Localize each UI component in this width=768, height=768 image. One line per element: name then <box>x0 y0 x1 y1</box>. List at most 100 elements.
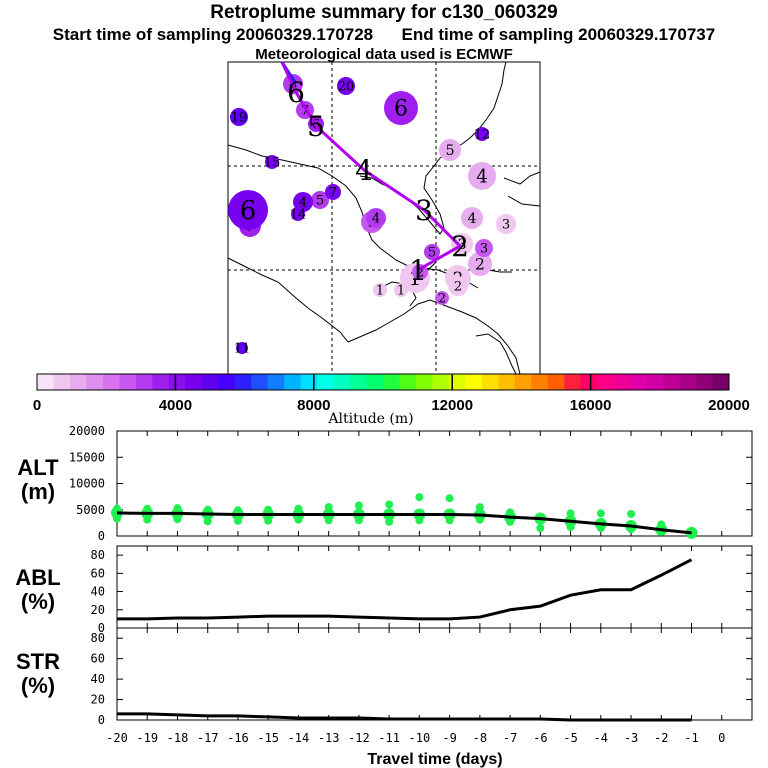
y-tick-label: 40 <box>91 672 105 686</box>
map-panel: 11122222334453654567876741451519201211 1… <box>227 61 541 375</box>
y-tick-label: 20 <box>91 693 105 707</box>
plume-marker-label: 7 <box>301 104 309 119</box>
colorbar-swatch <box>366 374 384 390</box>
colorbar-swatch <box>514 374 532 390</box>
plume-marker-dot <box>366 208 386 228</box>
x-tick-label: -16 <box>227 731 249 745</box>
colorbar-swatch <box>531 374 549 390</box>
colorbar: 0 4000 8000 12000 16000 20000 Altitude (m) <box>33 373 750 427</box>
colorbar-swatch <box>152 374 170 390</box>
plume-marker-dot <box>236 342 248 354</box>
plume-marker: 1 <box>394 283 408 299</box>
y-tick-label: 60 <box>91 566 105 580</box>
x-tick-label: -13 <box>318 731 340 745</box>
colorbar-tick-label: 0 <box>33 397 41 414</box>
colorbar-swatch <box>284 374 302 390</box>
plume-marker-dot <box>265 155 279 169</box>
colorbar-swatch <box>267 374 285 390</box>
altitude-upper-point <box>385 500 394 509</box>
colorbar-swatch <box>350 374 368 390</box>
plume-marker: 5 <box>311 191 329 209</box>
centroid-day-label: 5 <box>307 110 325 143</box>
colorbar-swatch <box>168 374 186 390</box>
plume-marker-label: 15 <box>264 156 281 171</box>
plume-marker-label: 11 <box>234 342 251 357</box>
altitude-upper-point <box>415 493 424 502</box>
colorbar-tick-label: 4000 <box>159 397 192 414</box>
colorbar-swatch <box>53 374 71 390</box>
colorbar-frame <box>36 373 730 391</box>
met-data-label: Meteorological data used is ECMWF <box>255 46 513 63</box>
plume-marker-label: 6 <box>394 96 408 122</box>
x-tick-label: -15 <box>257 731 279 745</box>
plume-marker-label: 2 <box>475 255 485 273</box>
plume-marker: 3 <box>496 214 516 234</box>
x-tick-label: -1 <box>684 731 698 745</box>
x-tick-label: -19 <box>136 731 158 745</box>
plume-marker-label: 7 <box>329 186 337 201</box>
plume-marker: 5 <box>424 244 440 261</box>
y-tick-label: 60 <box>91 652 105 666</box>
series-line <box>117 712 692 722</box>
altitude-upper-point <box>475 503 484 512</box>
colorbar-swatch <box>102 374 120 390</box>
y-tick-label: 0 <box>98 621 105 635</box>
plume-marker-label: 2 <box>454 280 462 295</box>
plume-marker-label: 5 <box>445 143 454 159</box>
centroid-day-label: 1 <box>409 254 427 287</box>
x-tick-label: -5 <box>563 731 577 745</box>
plume-marker-dot <box>424 244 440 260</box>
y-tick-label: 80 <box>91 548 105 562</box>
abl-axis-title: ABL (%) <box>15 565 61 614</box>
plume-marker: 20 <box>337 77 355 95</box>
colorbar-swatch <box>547 374 565 390</box>
plume-marker: 5 <box>439 139 461 161</box>
plume-marker-label: 3 <box>502 218 510 233</box>
colorbar-tick-label: 20000 <box>708 397 750 414</box>
plume-marker-label: 4 <box>299 196 307 211</box>
plume-marker-label: 1 <box>376 284 384 299</box>
x-tick-label: 0 <box>718 731 725 745</box>
colorbar-swatch <box>185 374 203 390</box>
plume-marker: 4 <box>468 162 496 190</box>
plume-marker: 19 <box>230 108 248 126</box>
plume-marker-dot <box>448 276 468 296</box>
plume-marker: 2 <box>468 252 492 276</box>
centroid-path-line <box>280 61 463 272</box>
plume-marker: 11 <box>234 342 251 357</box>
colorbar-swatch <box>415 374 433 390</box>
plume-marker-label: 2 <box>438 292 446 307</box>
colorbar-swatch <box>564 374 582 390</box>
nova-scotia <box>503 171 541 207</box>
plume-marker-dot <box>394 283 408 297</box>
colorbar-swatch <box>465 374 483 390</box>
centroid-day-label: 3 <box>415 194 433 227</box>
plume-marker: 3 <box>475 239 493 257</box>
colorbar-swatch <box>646 374 664 390</box>
x-tick-label: -3 <box>624 731 638 745</box>
y-tick-label: 10000 <box>69 477 105 491</box>
x-tick-label: -20 <box>106 731 128 745</box>
x-tick-label: -18 <box>167 731 189 745</box>
colorbar-swatch <box>234 374 252 390</box>
plume-marker: 1 <box>373 283 387 299</box>
start-time-label: Start time of sampling 20060329.170728 <box>52 25 374 44</box>
plume-marker-label: 3 <box>480 242 488 257</box>
plume-marker-label: 3 <box>457 237 466 253</box>
series-line <box>117 558 693 621</box>
plume-marker-dot <box>468 162 496 190</box>
plume-marker-dot <box>435 291 449 305</box>
x-tick-label: -17 <box>197 731 219 745</box>
hispaniola <box>487 269 512 273</box>
plume-marker-label: 19 <box>231 111 248 126</box>
altitude-upper-point <box>445 494 454 503</box>
str-axis-title: STR (%) <box>16 649 60 698</box>
panel-abl: 0 20 40 60 80 <box>91 545 753 635</box>
plume-marker-dot <box>325 184 341 200</box>
y-tick-label: 20000 <box>69 424 105 438</box>
x-tick-label: -11 <box>378 731 400 745</box>
altitude-upper-point <box>354 501 363 510</box>
colombia <box>475 333 517 375</box>
x-tick-label: -2 <box>654 731 668 745</box>
